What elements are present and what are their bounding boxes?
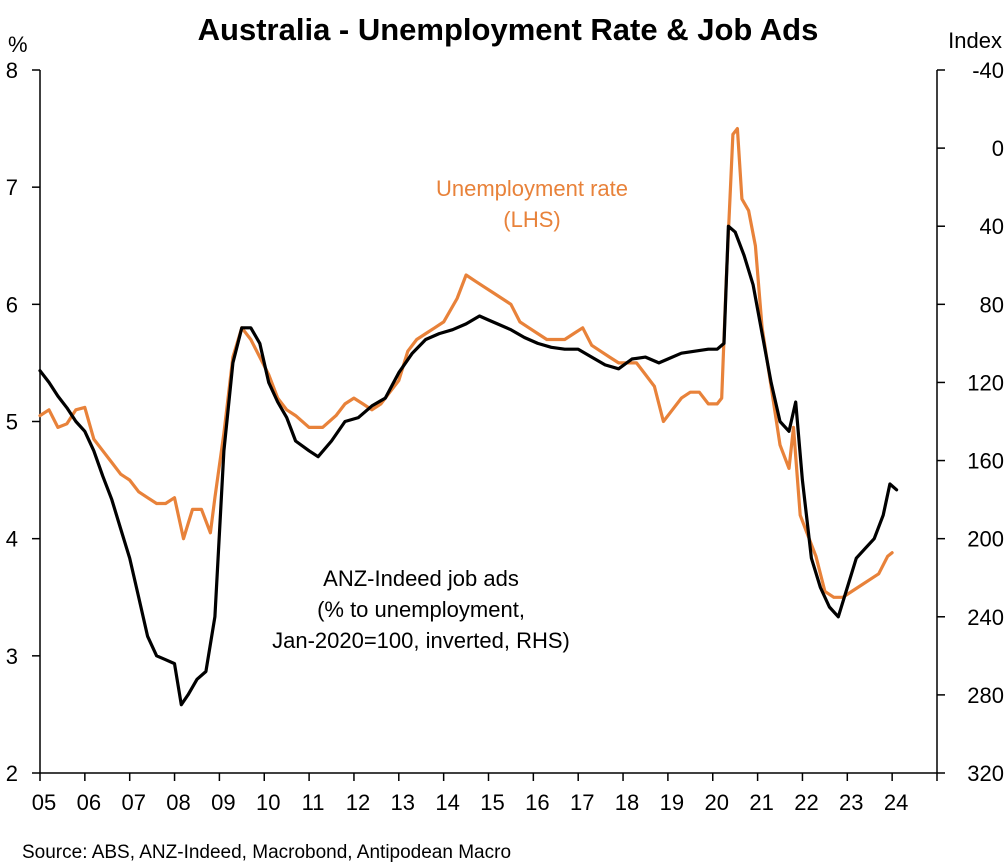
x-tick-label: 11 <box>302 790 325 815</box>
x-tick-label: 12 <box>346 790 370 815</box>
left-tick-label: 7 <box>6 175 18 200</box>
x-tick-label: 17 <box>570 790 594 815</box>
left-tick-label: 4 <box>6 527 18 552</box>
x-tick-label: 14 <box>435 790 459 815</box>
left-axis-unit: % <box>8 32 28 57</box>
job-ads-annotation-line: ANZ-Indeed job ads <box>323 566 519 591</box>
right-tick-label: 120 <box>967 370 1004 395</box>
x-tick-label: 22 <box>794 790 818 815</box>
x-axis-ticks: 05 06 07 08 09 10 11 12 13 14 15 16 17 18 19 20 21 22 23 24 <box>32 773 938 815</box>
x-tick-label: 08 <box>166 790 190 815</box>
x-tick-label: 24 <box>884 790 908 815</box>
left-tick-label: 6 <box>6 292 18 317</box>
x-tick-label: 09 <box>211 790 235 815</box>
right-axis-unit: Index <box>948 28 1002 53</box>
x-tick-label: 19 <box>660 790 684 815</box>
x-tick-label: 06 <box>77 790 101 815</box>
right-tick-label: 280 <box>967 683 1004 708</box>
right-tick-label: 320 <box>967 761 1004 786</box>
x-tick-label: 20 <box>705 790 729 815</box>
unemployment-annotation-line: (LHS) <box>503 207 560 232</box>
x-tick-label: 18 <box>615 790 639 815</box>
job-ads-line <box>38 224 899 707</box>
right-tick-label: -40 <box>972 58 1004 83</box>
x-tick-label: 21 <box>749 790 773 815</box>
series-layer <box>38 127 899 707</box>
x-tick-label: 16 <box>525 790 549 815</box>
right-tick-label: 200 <box>967 527 1004 552</box>
unemployment-annotation-line: Unemployment rate <box>436 176 628 201</box>
job-ads-annotation-line: (% to unemployment, <box>317 597 525 622</box>
right-tick-label: 40 <box>980 214 1004 239</box>
left-axis-ticks: 2 3 4 5 6 7 8 <box>6 58 40 786</box>
left-tick-label: 2 <box>6 761 18 786</box>
right-tick-label: 240 <box>967 605 1004 630</box>
left-tick-label: 8 <box>6 58 18 83</box>
right-tick-label: 160 <box>967 449 1004 474</box>
x-tick-label: 05 <box>32 790 56 815</box>
left-tick-label: 3 <box>6 644 18 669</box>
source-note: Source: ABS, ANZ-Indeed, Macrobond, Anti… <box>22 842 511 863</box>
left-tick-label: 5 <box>6 410 18 435</box>
right-tick-label: 80 <box>980 292 1004 317</box>
x-tick-label: 13 <box>391 790 415 815</box>
x-tick-label: 23 <box>839 790 863 815</box>
x-tick-label: 15 <box>480 790 504 815</box>
right-axis-ticks: -40 0 40 80 120 160 200 240 280 320 <box>937 58 1004 786</box>
x-tick-label: 07 <box>121 790 145 815</box>
x-tick-label: 10 <box>256 790 280 815</box>
right-tick-label: 0 <box>992 136 1004 161</box>
chart-title: Australia - Unemployment Rate & Job Ads <box>198 12 819 47</box>
unemployment-rate-line <box>38 127 894 599</box>
annotations: Unemployment rate (LHS) ANZ-Indeed job ads… <box>272 176 628 653</box>
job-ads-annotation-line: Jan-2020=100, inverted, RHS) <box>272 628 570 653</box>
